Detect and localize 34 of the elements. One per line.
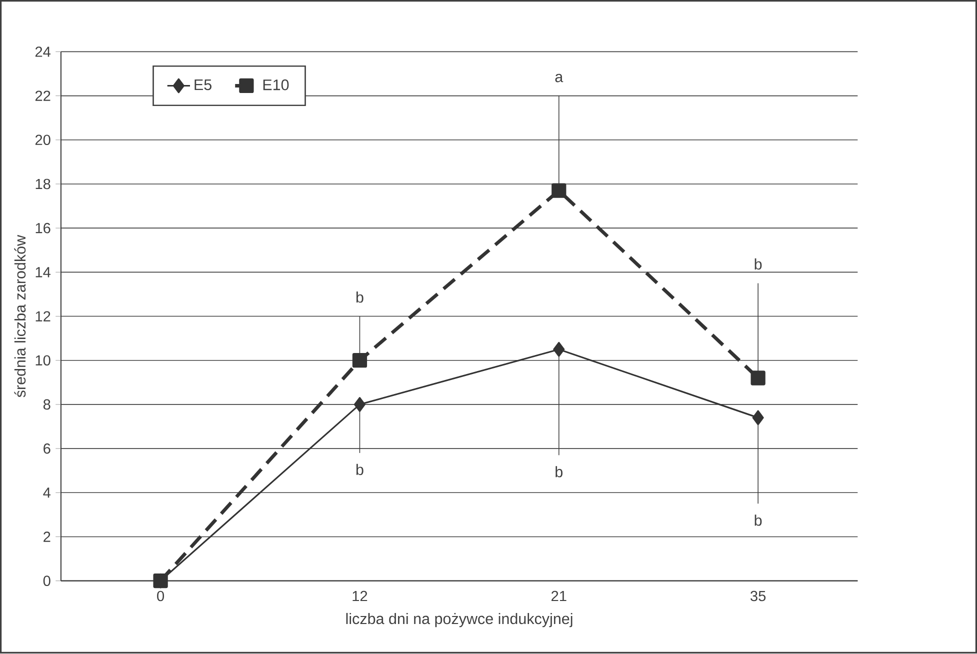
x-tick-label: 21 <box>552 591 566 602</box>
point <box>354 397 366 412</box>
y-tick-label: 2 <box>44 532 50 542</box>
y-tick-label: 24 <box>35 46 51 58</box>
annotation: b <box>556 466 562 478</box>
x-axis-title: liczba dni na pożywce indukcyjnej <box>346 613 572 628</box>
y-tick-label: 16 <box>36 223 50 234</box>
y-tick-label: 14 <box>36 267 51 278</box>
annotation: a <box>555 74 564 82</box>
point <box>553 342 565 358</box>
y-tick-label: 18 <box>36 179 50 190</box>
legend-label: E10 <box>263 80 289 90</box>
y-tick-label: 10 <box>36 355 50 366</box>
y-tick-label: 0 <box>43 576 50 586</box>
annotation: b <box>754 258 762 270</box>
annotation: b <box>356 464 364 476</box>
x-tick-label: 12 <box>352 591 368 602</box>
y-tick-label: 12 <box>36 311 50 322</box>
y-tick-label: 8 <box>43 400 50 410</box>
x-tick-label: 35 <box>750 591 766 602</box>
annotation: b <box>754 514 762 526</box>
point <box>552 184 566 198</box>
y-tick-label: 4 <box>43 488 51 498</box>
point <box>352 353 368 368</box>
legend-label: E5 <box>194 80 212 90</box>
point <box>750 370 766 386</box>
y-axis-title: średnia liczba zarodków <box>14 235 26 398</box>
annotation: b <box>356 292 364 303</box>
y-tick-label: 6 <box>44 444 50 454</box>
y-tick-label: 20 <box>35 134 50 146</box>
x-tick-label: 0 <box>157 591 164 602</box>
point <box>153 574 168 588</box>
y-tick-label: 22 <box>35 90 50 102</box>
point <box>752 410 764 426</box>
